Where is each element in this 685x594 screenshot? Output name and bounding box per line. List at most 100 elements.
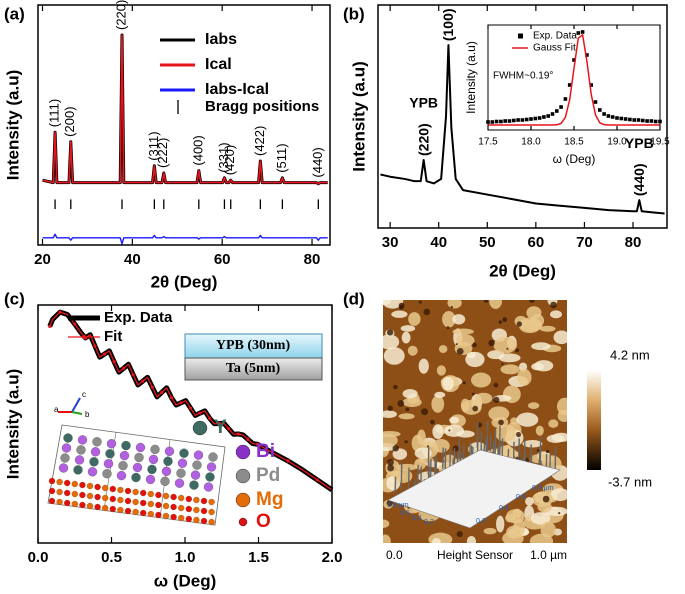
data-point — [112, 360, 116, 364]
data-point — [490, 120, 495, 124]
atom — [155, 491, 162, 499]
afm-pit — [558, 511, 561, 515]
atom-label: Pd — [256, 465, 280, 486]
atom — [185, 495, 192, 503]
data-line — [380, 44, 665, 215]
data-point — [494, 119, 499, 124]
inset-label: 0.6 — [400, 510, 410, 517]
data-point — [653, 119, 658, 124]
data-point — [286, 459, 290, 463]
afm-grain — [522, 439, 543, 448]
data-point — [636, 118, 641, 122]
atom — [109, 485, 116, 493]
afm-grain — [537, 502, 552, 513]
afm-grain — [432, 439, 450, 453]
legend-label: Bragg positions — [205, 98, 319, 115]
peak-label: (220) — [415, 123, 431, 156]
atom — [147, 500, 154, 508]
legend-label: Exp. Data — [533, 31, 577, 42]
y-axis-label: Intensity (a.u) — [3, 70, 22, 181]
plot-frame — [37, 4, 331, 246]
afm-pit — [455, 343, 458, 346]
afm-grain — [391, 310, 408, 318]
atom — [131, 472, 141, 483]
data-point — [542, 115, 546, 119]
x-axis-label: 2θ (Deg) — [151, 272, 218, 291]
x-tick-label: 70 — [576, 234, 593, 251]
afm-grain — [553, 330, 567, 345]
atom — [76, 445, 86, 455]
data-point — [227, 427, 231, 431]
data-point — [217, 421, 221, 426]
x-tick-label: 1.5 — [248, 549, 269, 566]
afm-grain — [402, 389, 418, 399]
afm-grain — [489, 300, 502, 309]
atom — [179, 448, 189, 458]
peak-label: (420) — [222, 145, 237, 175]
data-point — [102, 352, 107, 356]
atom — [63, 433, 73, 443]
afm-grain — [550, 310, 562, 319]
atom — [178, 494, 185, 502]
data-point — [131, 373, 135, 377]
atom — [208, 508, 215, 516]
atom — [106, 439, 117, 449]
afm-grain — [414, 447, 432, 459]
atom — [147, 490, 154, 498]
legend-label: Gauss Fit — [533, 43, 576, 54]
atom — [79, 491, 86, 499]
afm-pit — [501, 362, 504, 366]
atom — [79, 501, 86, 509]
y-axis-label: Intensity (a.u) — [3, 369, 22, 480]
data-point — [507, 119, 512, 123]
afm-3d-spike — [498, 441, 501, 455]
data-point — [141, 379, 145, 383]
atom — [86, 482, 94, 490]
afm-pit — [516, 431, 522, 438]
afm-pit — [448, 429, 451, 432]
data-point — [563, 97, 568, 101]
data-point — [567, 83, 572, 87]
atom — [60, 453, 70, 463]
peak-label: (331) — [216, 142, 231, 172]
atom-legend — [235, 492, 251, 508]
atom — [48, 497, 56, 505]
atom — [58, 463, 69, 473]
data-point — [58, 310, 62, 314]
data-point — [610, 115, 615, 119]
data-line — [42, 233, 328, 245]
data-point — [619, 116, 624, 121]
x-tick-label: 20 — [34, 251, 51, 268]
peak-label: (400) — [190, 135, 205, 165]
inset-label: 0.6 — [516, 494, 526, 501]
afm-3d-spike — [407, 467, 410, 489]
afm-pit — [536, 449, 540, 452]
data-point — [602, 112, 606, 116]
x-axis-label: ω (Deg) — [553, 152, 596, 166]
afm-grain — [516, 412, 539, 427]
data-point — [628, 117, 632, 122]
axis-icon-label: c — [82, 390, 86, 399]
x-tick-label: 80 — [304, 251, 321, 268]
afm-grain — [428, 532, 453, 543]
inset-note: FWHM~0.19° — [493, 71, 553, 82]
atom — [56, 498, 63, 506]
afm-pit — [405, 407, 410, 412]
atom — [200, 517, 208, 525]
data-point — [623, 117, 628, 121]
atom — [117, 486, 124, 494]
x-tick-label: 18.0 — [521, 137, 541, 148]
data-point — [315, 478, 319, 482]
atom — [193, 450, 204, 460]
afm-grain — [431, 395, 445, 413]
afm-grain — [471, 372, 492, 388]
data-point — [122, 366, 126, 370]
atom — [132, 462, 143, 473]
afm-pit — [418, 300, 422, 304]
atom — [150, 444, 160, 455]
data-line — [42, 34, 328, 185]
atom — [164, 446, 175, 456]
atom — [132, 488, 139, 496]
layer-label: YPB (30nm) — [216, 338, 291, 353]
afm-pit — [471, 392, 475, 396]
